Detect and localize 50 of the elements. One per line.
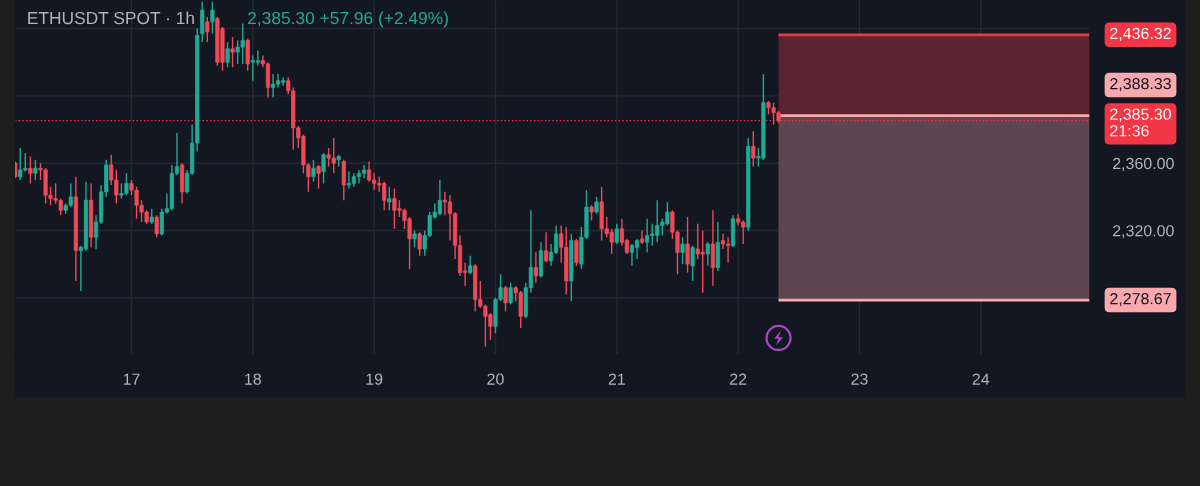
candlestick — [508, 281, 513, 306]
candlestick — [245, 38, 250, 72]
candlestick — [690, 244, 695, 282]
x-tick-label: 19 — [366, 373, 383, 385]
y-tick-label: 2,360.00 — [1113, 157, 1174, 172]
ref-line-label: 2,388.33 — [1110, 77, 1171, 92]
candlestick — [725, 236, 731, 264]
candlestick — [629, 243, 635, 267]
candlestick — [205, 16, 210, 43]
candlestick — [230, 36, 235, 68]
text: ETHUSDT SPOT · 1h — [28, 11, 194, 25]
candlestick — [321, 152, 326, 185]
candlestick — [311, 159, 316, 183]
candlestick — [468, 255, 473, 275]
ref-line-label: 2,278.67 — [1110, 293, 1171, 307]
candlestick — [685, 216, 690, 274]
x-tick-label: 18 — [245, 373, 261, 385]
candlestick — [574, 238, 579, 267]
candlestick — [270, 73, 276, 99]
candlestick — [710, 209, 715, 287]
candlestick — [28, 155, 33, 185]
candlestick — [614, 223, 619, 245]
candlestick — [639, 229, 645, 245]
y-tick-label: 2,320.00 — [1113, 225, 1174, 239]
candlestick — [634, 238, 640, 260]
candlestick — [210, 0, 215, 35]
candlestick — [543, 231, 549, 264]
candlestick — [225, 41, 230, 68]
candlestick — [705, 241, 710, 267]
candlestick — [533, 251, 538, 284]
candlestick — [751, 130, 756, 168]
candlestick — [720, 233, 726, 250]
candlestick — [503, 285, 508, 312]
text: 2,385.30 +57.96 (+2.49%) — [248, 11, 448, 28]
candlestick — [154, 214, 159, 238]
x-tick-label: 20 — [487, 373, 504, 385]
candlestick — [341, 159, 346, 201]
x-tick-label: 24 — [972, 373, 990, 385]
ref-line-label: 2,385.30 21:36 — [1110, 108, 1171, 137]
candlestick — [680, 236, 685, 265]
x-tick-label: 21 — [608, 373, 625, 385]
candlestick — [316, 164, 321, 190]
candlestick — [33, 159, 38, 181]
candlestick — [200, 0, 205, 43]
candlestick — [417, 231, 422, 257]
candlestick — [387, 186, 392, 212]
x-tick-label: 22 — [730, 373, 747, 385]
ref-line-label: 2,436.32 — [1110, 27, 1171, 41]
x-tick-label: 23 — [851, 373, 868, 385]
x-tick-label: 17 — [123, 373, 140, 385]
